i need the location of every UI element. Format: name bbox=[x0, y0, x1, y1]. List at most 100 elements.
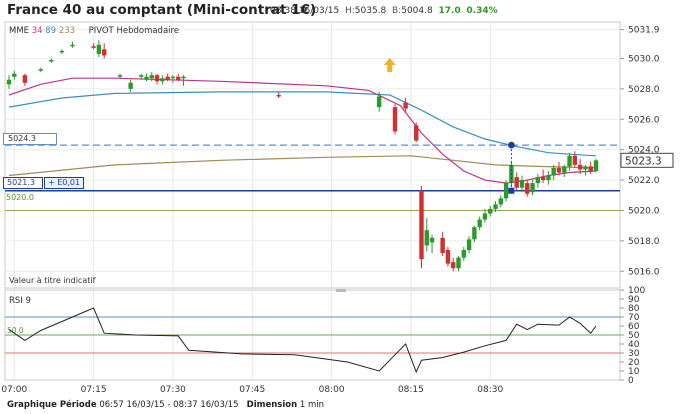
candle-down bbox=[556, 167, 562, 173]
x-tick-label: 07:00 bbox=[1, 385, 27, 395]
rsi-tick-label: 90 bbox=[628, 295, 640, 305]
x-tick-label: 07:45 bbox=[239, 385, 265, 395]
indicative-value-note: Valeur à titre indicatif bbox=[9, 276, 96, 285]
support-line-tag: 5020.0 bbox=[6, 193, 34, 202]
candle-down bbox=[176, 76, 181, 80]
candle-up bbox=[488, 208, 493, 214]
x-tick-label: 07:15 bbox=[81, 385, 107, 395]
y-tick-label: 5022.0 bbox=[628, 176, 660, 186]
quote-time: 08:38 16/03/15 bbox=[270, 6, 340, 16]
candle-up bbox=[535, 177, 541, 184]
quote-summary: 08:38 16/03/15 H:5035.8 B:5004.8 17.0 0.… bbox=[270, 6, 498, 16]
candle-down bbox=[91, 46, 96, 48]
rsi-period: 9 bbox=[25, 296, 31, 306]
rsi-tick-label: 30 bbox=[628, 349, 640, 359]
indicator-legend[interactable]: MME 34 89 233 PIVOT Hebdomadaire bbox=[9, 26, 179, 36]
candle-up bbox=[96, 44, 102, 54]
rsi-tick-label: 10 bbox=[628, 367, 640, 377]
candle-down bbox=[540, 177, 546, 181]
candle-up bbox=[70, 44, 75, 47]
candle-down bbox=[451, 262, 456, 269]
candle-down bbox=[588, 166, 593, 171]
candle-up bbox=[49, 60, 54, 62]
rsi-tick-label: 40 bbox=[628, 340, 640, 350]
y-tick-label: 5016.0 bbox=[628, 267, 660, 277]
x-tick-label: 07:30 bbox=[160, 385, 186, 395]
mme-233-value: 233 bbox=[58, 26, 76, 36]
candle-up bbox=[546, 175, 551, 181]
candle-up bbox=[567, 155, 572, 167]
candle-up bbox=[482, 213, 488, 220]
candle-up bbox=[530, 183, 535, 193]
candle-down bbox=[445, 250, 451, 264]
y-tick-label: 5030.0 bbox=[628, 54, 660, 64]
period-value: 06:57 16/03/15 - 08:37 16/03/15 bbox=[99, 400, 239, 410]
candle-down bbox=[392, 107, 398, 132]
instrument-title: France 40 au comptant (Mini-contrat 1€) bbox=[7, 2, 317, 18]
ema-233-line bbox=[8, 155, 597, 177]
dimension-label: Dimension bbox=[246, 400, 298, 410]
pivot-line-tag[interactable]: 5024.3 bbox=[3, 133, 57, 145]
ema-89-line bbox=[8, 91, 597, 157]
candle-up bbox=[466, 239, 472, 250]
candle-up bbox=[519, 180, 525, 188]
candle-up bbox=[503, 183, 509, 199]
rsi-tick-label: 70 bbox=[628, 313, 640, 323]
candle-up bbox=[376, 96, 382, 108]
candle-up bbox=[472, 227, 477, 240]
candle-down bbox=[572, 155, 578, 165]
up-arrow-icon bbox=[383, 58, 396, 72]
rsi-tick-label: 100 bbox=[628, 286, 645, 296]
ema-34-line bbox=[8, 77, 597, 184]
candle-down bbox=[154, 75, 160, 82]
candle-down bbox=[276, 94, 281, 97]
candle-up bbox=[117, 75, 123, 77]
candle-up bbox=[181, 76, 186, 79]
candle-down bbox=[514, 177, 519, 188]
candle-down bbox=[403, 102, 408, 109]
rsi-label: RSI bbox=[9, 296, 23, 306]
candle-down bbox=[525, 183, 530, 194]
x-tick-label: 08:30 bbox=[477, 385, 503, 395]
rsi-legend: RSI 9 bbox=[9, 296, 31, 306]
candle-up bbox=[456, 257, 461, 269]
candle-up bbox=[593, 160, 599, 171]
y-tick-label: 5020.0 bbox=[628, 206, 660, 216]
chart-footer: Graphique Période 06:57 16/03/15 - 08:37… bbox=[7, 400, 324, 410]
candle-up bbox=[562, 166, 567, 173]
change-value: 17.0 bbox=[438, 6, 461, 16]
high-value: 5035.8 bbox=[354, 6, 387, 16]
candle-down bbox=[577, 164, 583, 170]
pivot-period: Hebdomadaire bbox=[116, 26, 180, 36]
candle-up bbox=[461, 250, 466, 258]
low-value: 5004.8 bbox=[401, 6, 433, 16]
panel-resize-handle[interactable] bbox=[336, 289, 346, 292]
candle-up bbox=[139, 75, 144, 77]
candle-up bbox=[6, 79, 12, 85]
candle-down bbox=[413, 125, 419, 141]
rsi-tick-label: 60 bbox=[628, 322, 640, 332]
candle-down bbox=[101, 49, 107, 56]
candle-up bbox=[424, 230, 429, 246]
candle-down bbox=[440, 237, 445, 254]
candle-up bbox=[493, 204, 498, 209]
rsi-tick-label: 80 bbox=[628, 304, 640, 314]
candle-up bbox=[583, 166, 588, 170]
candle-up bbox=[144, 76, 149, 80]
y-tick-label: 5026.0 bbox=[628, 115, 660, 125]
current-line-delta-tag[interactable]: + E0,01 bbox=[44, 177, 84, 189]
candle-up bbox=[498, 198, 504, 205]
candle-up bbox=[38, 69, 43, 71]
change-percent: 0.34% bbox=[466, 6, 498, 16]
current-line-tag[interactable]: 5021.3 bbox=[3, 177, 43, 189]
rsi-level-label: 50.0 bbox=[7, 326, 24, 335]
candle-down bbox=[165, 76, 170, 80]
candle-up bbox=[12, 73, 17, 77]
current-price-label: 5023.3 bbox=[625, 155, 662, 167]
high-label: H: bbox=[344, 6, 355, 16]
current-price-box bbox=[620, 152, 674, 168]
low-label: B: bbox=[392, 6, 402, 16]
candle-up bbox=[170, 76, 176, 79]
mme-34-value: 34 bbox=[31, 26, 43, 36]
